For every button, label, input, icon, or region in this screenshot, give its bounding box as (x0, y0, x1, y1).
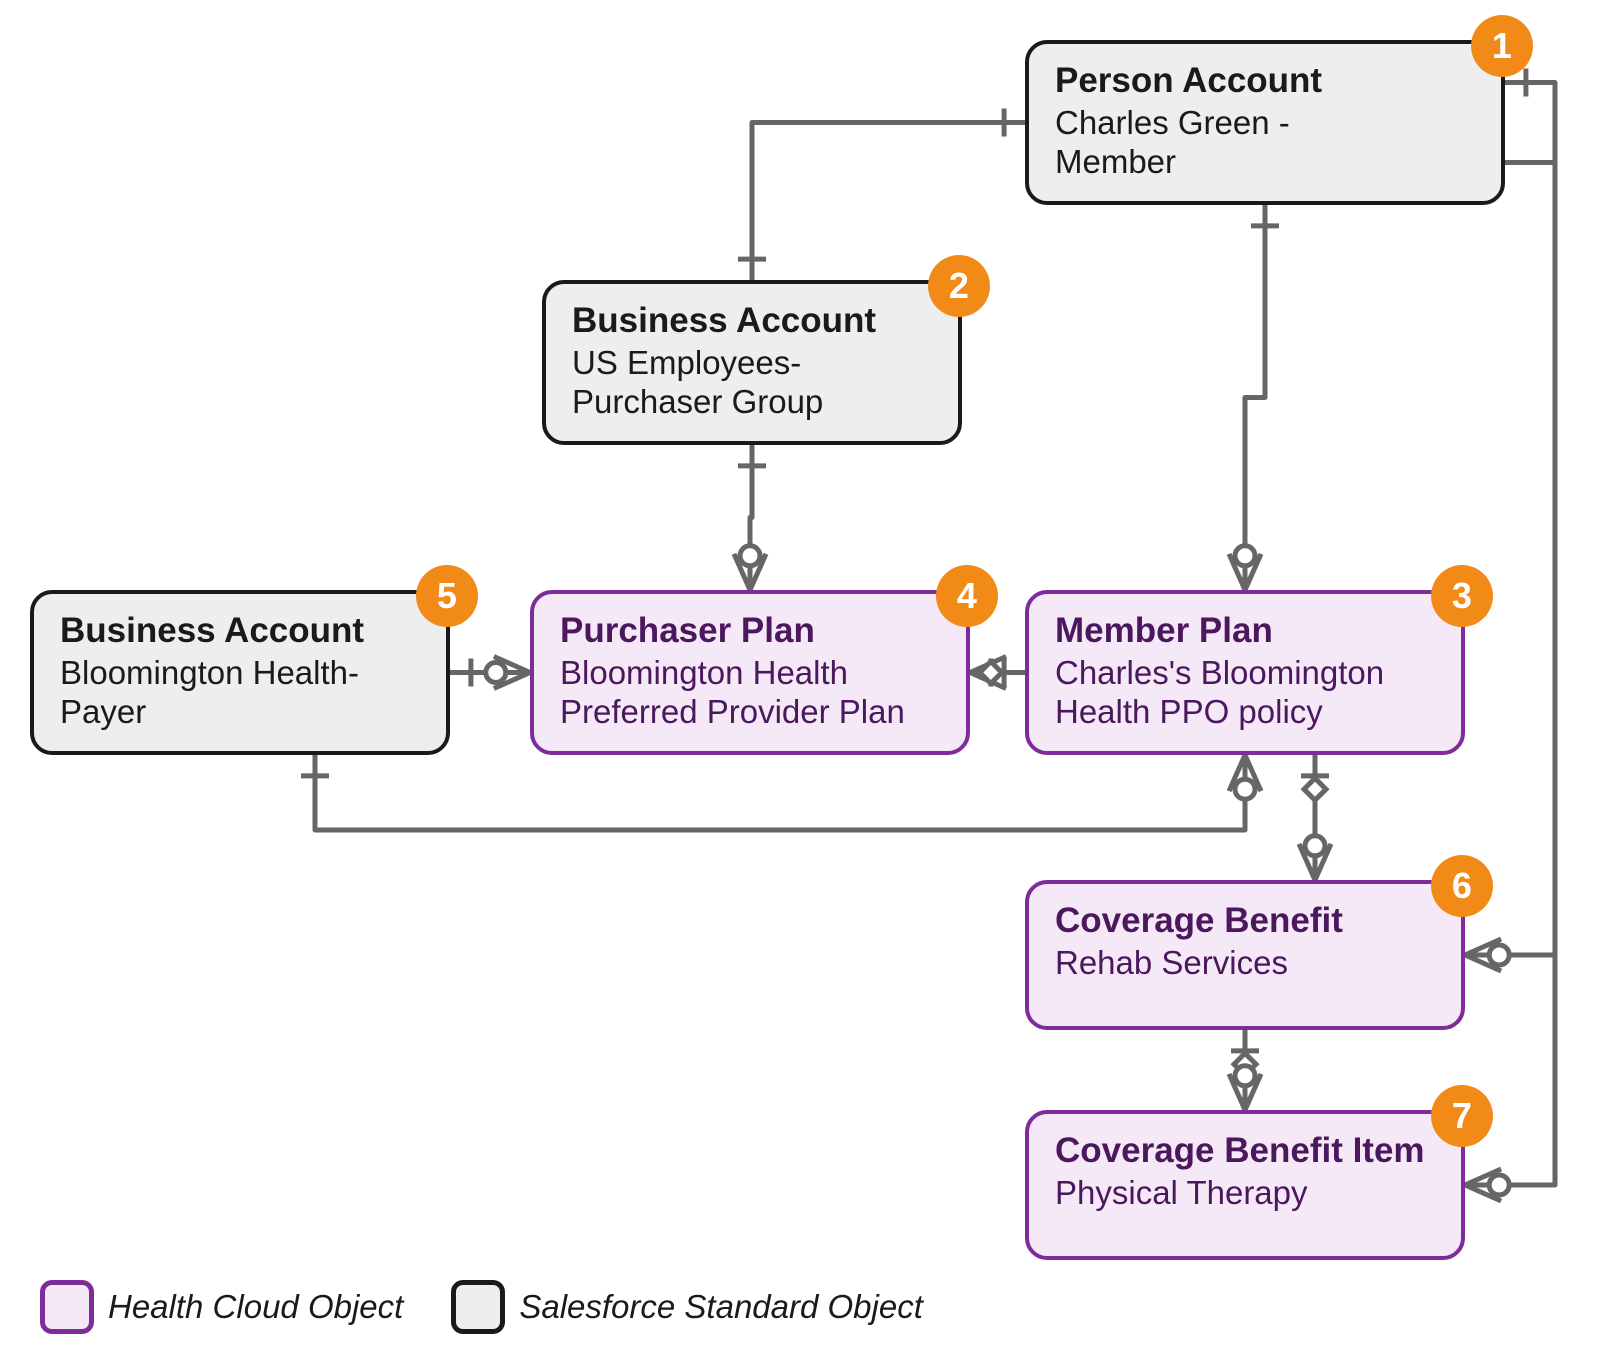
node-title: Business Account (60, 612, 420, 651)
node-n3: Member PlanCharles's Bloomington Health … (1025, 590, 1465, 755)
node-n1: Person AccountCharles Green - Member (1025, 40, 1505, 205)
legend-item: Health Cloud Object (40, 1280, 403, 1334)
node-n2: Business AccountUS Employees- Purchaser … (542, 280, 962, 445)
node-badge: 3 (1431, 565, 1493, 627)
legend-item: Salesforce Standard Object (451, 1280, 923, 1334)
node-title: Coverage Benefit Item (1055, 1132, 1435, 1171)
node-badge: 4 (936, 565, 998, 627)
node-title: Member Plan (1055, 612, 1435, 651)
node-badge: 1 (1471, 15, 1533, 77)
node-badge: 6 (1431, 855, 1493, 917)
legend: Health Cloud Object Salesforce Standard O… (40, 1280, 923, 1334)
node-title: Person Account (1055, 62, 1475, 101)
node-badge: 7 (1431, 1085, 1493, 1147)
node-title: Purchaser Plan (560, 612, 940, 651)
node-subtitle: Charles Green - Member (1055, 103, 1475, 182)
node-subtitle: Physical Therapy (1055, 1173, 1435, 1213)
legend-swatch (40, 1280, 94, 1334)
node-subtitle: Rehab Services (1055, 943, 1435, 983)
node-subtitle: US Employees- Purchaser Group (572, 343, 932, 422)
legend-swatch (451, 1280, 505, 1334)
node-badge: 2 (928, 255, 990, 317)
node-n4: Purchaser PlanBloomington Health Preferr… (530, 590, 970, 755)
node-subtitle: Bloomington Health- Payer (60, 653, 420, 732)
node-n6: Coverage BenefitRehab Services (1025, 880, 1465, 1030)
node-title: Coverage Benefit (1055, 902, 1435, 941)
node-subtitle: Charles's Bloomington Health PPO policy (1055, 653, 1435, 732)
node-subtitle: Bloomington Health Preferred Provider Pl… (560, 653, 940, 732)
node-title: Business Account (572, 302, 932, 341)
legend-label: Health Cloud Object (108, 1288, 403, 1326)
node-badge: 5 (416, 565, 478, 627)
node-n5: Business AccountBloomington Health- Paye… (30, 590, 450, 755)
er-diagram: Person AccountCharles Green - Member1Bus… (0, 0, 1600, 1355)
node-n7: Coverage Benefit ItemPhysical Therapy (1025, 1110, 1465, 1260)
legend-label: Salesforce Standard Object (519, 1288, 923, 1326)
